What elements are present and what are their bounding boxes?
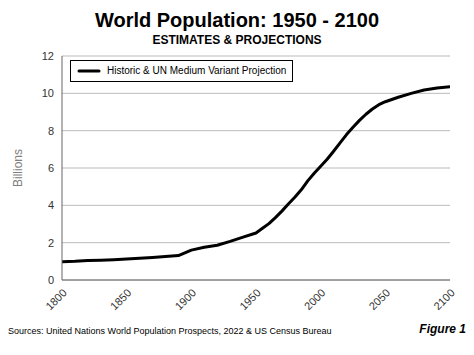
svg-text:2000: 2000 (302, 286, 328, 312)
html-text:Historic & UN Medium Variant P: Historic & UN Medium Variant Projection (107, 65, 287, 76)
svg-text:0: 0 (48, 274, 54, 286)
svg-text:2: 2 (48, 237, 54, 249)
svg-text:1850: 1850 (108, 286, 134, 312)
svg-text:2050: 2050 (366, 286, 392, 312)
html-text:World Population: 1950 - 2100: World Population: 1950 - 2100 (94, 9, 380, 31)
html-text:Sources: United Nations World: Sources: United Nations World Population… (8, 326, 332, 336)
svg-text:1800: 1800 (43, 286, 69, 312)
svg-text:8: 8 (48, 125, 54, 137)
svg-text:6: 6 (48, 162, 54, 174)
html-text:Figure 1: Figure 1 (419, 322, 466, 336)
svg-text:12: 12 (42, 50, 54, 62)
svg-text:2100: 2100 (431, 286, 457, 312)
svg-text:4: 4 (48, 199, 54, 211)
html-text:ESTIMATES & PROJECTIONS: ESTIMATES & PROJECTIONS (152, 33, 322, 47)
svg-text:10: 10 (42, 87, 54, 99)
svg-text:1900: 1900 (172, 286, 198, 312)
svg-text:1950: 1950 (237, 286, 263, 312)
svg-text:Billions: Billions (11, 149, 25, 187)
